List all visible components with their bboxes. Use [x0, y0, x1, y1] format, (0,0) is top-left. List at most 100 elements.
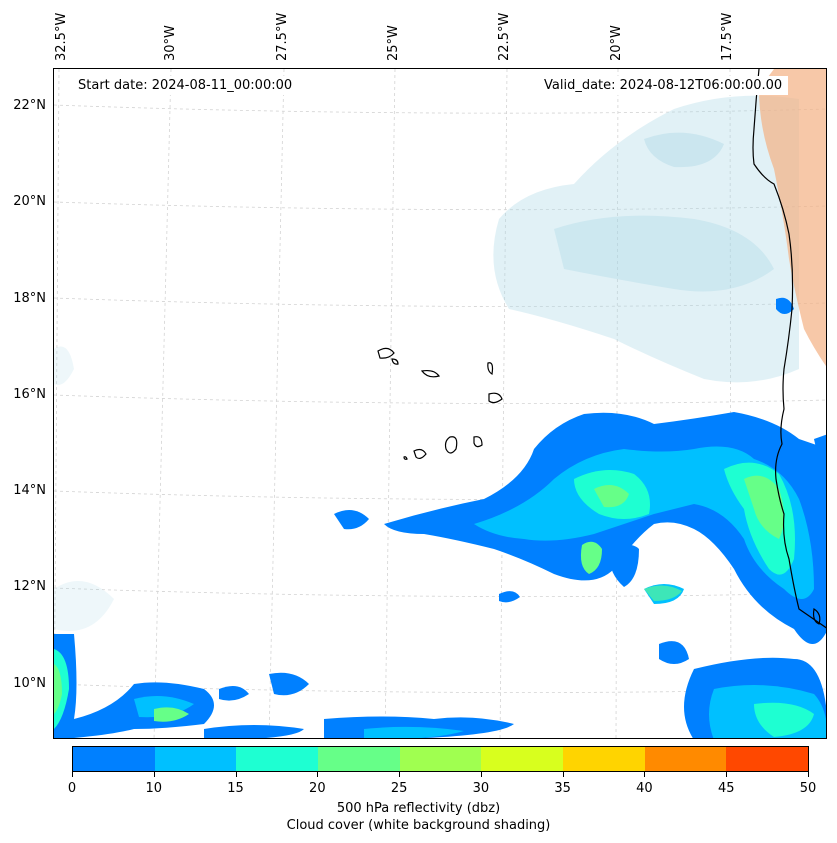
- dbz-10-cell-south-2: [269, 672, 309, 696]
- lon-label-17-5w: 17.5°W: [720, 12, 735, 61]
- colorbar-sublabel: Cloud cover (white background shading): [286, 818, 551, 833]
- meridian-27-5w: [268, 69, 285, 738]
- colorbar-tick-mark: [72, 772, 73, 777]
- island-santo-antao: [377, 347, 395, 359]
- lon-label-27-5w: 27.5°W: [275, 12, 290, 61]
- dbz-10-band-southwest: [54, 634, 214, 738]
- map-panel: [53, 68, 827, 739]
- colorbar-segment: [726, 747, 809, 771]
- colorbar-label: 500 hPa reflectivity (dbz): [336, 801, 501, 816]
- colorbar-tick-label: 10: [145, 781, 163, 796]
- island-santiago: [473, 436, 483, 448]
- colorbar-segment: [481, 747, 564, 771]
- colorbar-segment: [154, 747, 237, 771]
- land-patch-africa: [759, 69, 826, 367]
- valid-date-label: Valid_date: 2024-08-12T06:00:00.00: [538, 76, 789, 95]
- lat-label-22n: 22°N: [13, 98, 46, 113]
- cloud-patch-north: [644, 132, 724, 168]
- colorbar-tick-mark: [399, 772, 401, 777]
- parallel-14n: [54, 490, 826, 500]
- dbz-15-band-south: [364, 726, 464, 738]
- dbz-10-cell-mid-east: [609, 545, 639, 587]
- dbz-25-band-southwest: [54, 664, 62, 714]
- colorbar-tick-label: 25: [390, 781, 408, 796]
- meridian-20w: [615, 69, 619, 738]
- dbz-20-band-southeast: [754, 702, 814, 737]
- parallel-12n: [54, 587, 826, 597]
- lat-label-14n: 14°N: [13, 483, 46, 498]
- dbz-10-cell-coast-north: [776, 297, 794, 314]
- colorbar-tick-label: 40: [636, 781, 653, 796]
- island-fogo: [413, 448, 427, 460]
- colorbar: [72, 746, 809, 772]
- colorbar-tick-mark: [562, 772, 564, 777]
- parallel-20n: [54, 201, 826, 211]
- dbz-10-band-south-west: [204, 725, 304, 738]
- colorbar-tick-mark: [235, 772, 237, 777]
- island-sao-nicolau: [420, 369, 440, 378]
- dbz-10-cell-east-edge: [814, 434, 826, 468]
- colorbar-segment: [318, 747, 400, 771]
- colorbar-tick-label: 35: [554, 781, 571, 796]
- cloud-cover: [54, 95, 799, 631]
- colorbar-tick-mark: [317, 772, 319, 777]
- lon-label-20w: 20°W: [609, 25, 624, 61]
- meridian-22-5w: [499, 69, 508, 738]
- parallel-16n: [54, 394, 826, 404]
- island-sal: [487, 362, 494, 375]
- colorbar-tick-label: 45: [717, 781, 735, 796]
- dbz-15-band: [474, 446, 814, 599]
- reflectivity-shading: [54, 297, 826, 738]
- coastline-islet: [812, 608, 821, 625]
- colorbar-segment: [236, 747, 319, 771]
- colorbar-tick-mark: [644, 772, 646, 777]
- island-sao-vicente: [391, 358, 399, 365]
- lon-label-30w: 30°W: [163, 25, 178, 61]
- meridian-32-5w: [54, 69, 60, 738]
- colorbar-segment: [563, 747, 645, 771]
- lat-label-10n: 10°N: [13, 676, 46, 691]
- colorbar-segment: [73, 747, 155, 771]
- colorbar-tick-label: 20: [309, 781, 326, 796]
- lon-label-22-5w: 22.5°W: [497, 12, 512, 61]
- lon-label-32-5w: 32.5°W: [54, 12, 69, 61]
- dbz-25-cell-isolated: [580, 541, 602, 574]
- land-shading: [759, 69, 826, 367]
- dbz-10-cell-southeast: [659, 641, 689, 664]
- cloud-patch-west: [54, 346, 74, 385]
- meridian-30w: [153, 69, 172, 738]
- dbz-25-cell-east: [594, 485, 629, 508]
- dbz-25-cell-coast: [744, 475, 784, 539]
- colorbar-tick-mark: [726, 772, 728, 777]
- island-brava: [403, 456, 408, 460]
- colorbar-tick-label: 15: [227, 781, 244, 796]
- dbz-10-cell-south-1: [219, 685, 249, 701]
- colorbar-tick-mark: [153, 772, 155, 777]
- lat-label-16n: 16°N: [13, 387, 46, 402]
- parallel-18n: [54, 297, 826, 307]
- dbz-10-cell-west: [334, 510, 369, 530]
- coastlines: [377, 69, 826, 629]
- parallel-22n: [54, 104, 826, 114]
- cloud-core-north: [554, 215, 774, 292]
- colorbar-segment: [399, 747, 482, 771]
- colorbar-tick-mark: [808, 772, 809, 777]
- lat-label-12n: 12°N: [13, 579, 46, 594]
- meridian-17-5w: [729, 69, 732, 738]
- island-boa-vista: [488, 392, 503, 404]
- colorbar-tick-label: 50: [799, 781, 817, 796]
- start-date-label: Start date: 2024-08-11_00:00:00: [72, 76, 299, 95]
- island-maio: [444, 436, 458, 454]
- lat-label-20n: 20°N: [13, 194, 46, 209]
- meridian-25w: [384, 69, 396, 738]
- dbz-25-cell-south: [644, 585, 682, 601]
- map-canvas: [54, 69, 826, 738]
- coastline-africa: [752, 69, 826, 629]
- lon-label-25w: 25°W: [386, 25, 401, 61]
- colorbar-tick-label: 0: [67, 781, 77, 796]
- dbz-25-cell-southwest: [154, 707, 189, 722]
- colorbar-segment: [644, 747, 727, 771]
- colorbar-tick-mark: [480, 772, 482, 777]
- lat-label-18n: 18°N: [13, 291, 46, 306]
- cloud-patch-southwest: [54, 581, 114, 631]
